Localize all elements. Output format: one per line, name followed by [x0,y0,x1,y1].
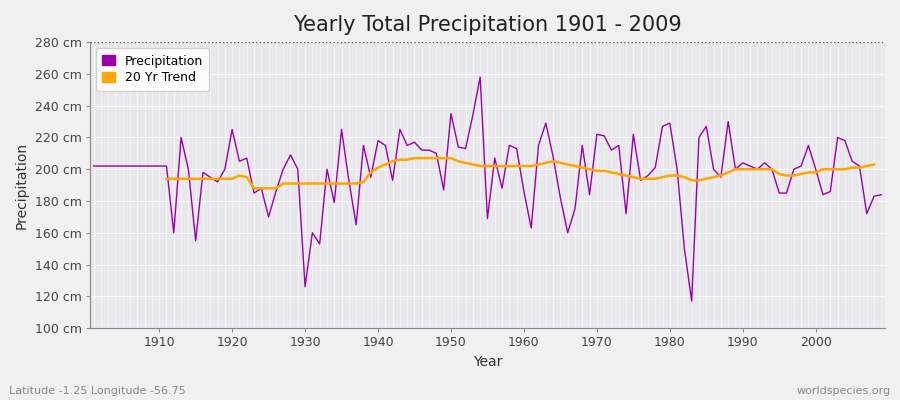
Text: worldspecies.org: worldspecies.org [796,386,891,396]
Y-axis label: Precipitation: Precipitation [15,142,29,229]
X-axis label: Year: Year [472,355,502,369]
Legend: Precipitation, 20 Yr Trend: Precipitation, 20 Yr Trend [96,48,210,91]
Title: Yearly Total Precipitation 1901 - 2009: Yearly Total Precipitation 1901 - 2009 [293,15,682,35]
Text: Latitude -1.25 Longitude -56.75: Latitude -1.25 Longitude -56.75 [9,386,185,396]
